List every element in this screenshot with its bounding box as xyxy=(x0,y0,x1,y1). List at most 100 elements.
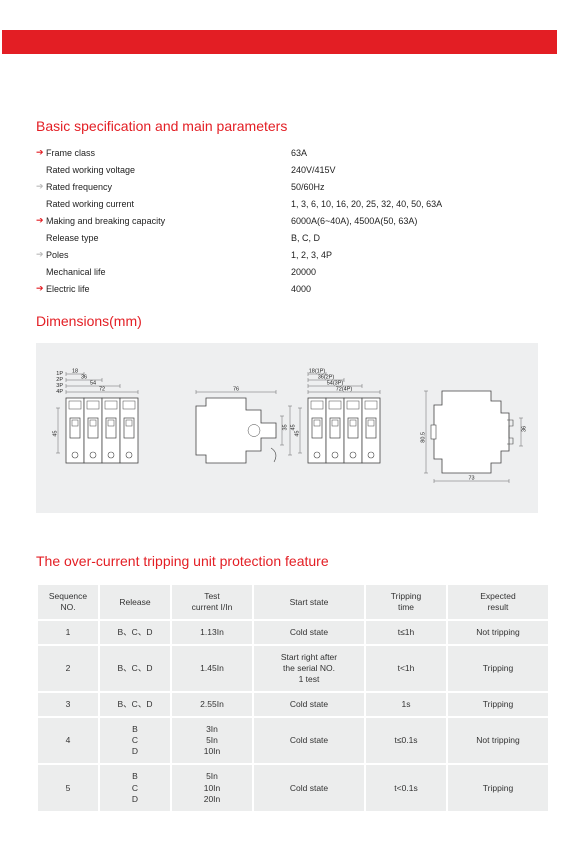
svg-text:4P: 4P xyxy=(56,389,63,395)
spec-value: B, C, D xyxy=(291,233,536,243)
spec-row: ➔Rated working current1, 3, 6, 10, 16, 2… xyxy=(36,195,536,212)
table-header-cell: Release xyxy=(100,585,170,619)
spec-row: ➔Frame class63A xyxy=(36,144,536,161)
table-cell: t<0.1s xyxy=(366,765,446,810)
table-cell: BCD xyxy=(100,718,170,763)
table-cell: B、C、D xyxy=(100,646,170,691)
spec-value: 240V/415V xyxy=(291,165,536,175)
table-cell: Cold state xyxy=(254,693,364,716)
svg-text:1P: 1P xyxy=(56,371,63,377)
spec-label: Rated frequency xyxy=(46,182,291,192)
table-cell: B、C、D xyxy=(100,621,170,644)
svg-text:72(4P): 72(4P) xyxy=(336,387,353,393)
table-header-cell: Testcurrent I/In xyxy=(172,585,252,619)
table-cell: t≤1h xyxy=(366,621,446,644)
spec-label: Release type xyxy=(46,233,291,243)
table-cell: 5 xyxy=(38,765,98,810)
table-cell: 1.13In xyxy=(172,621,252,644)
arrow-icon: ➔ xyxy=(36,215,46,226)
spec-label: Frame class xyxy=(46,148,291,158)
spec-value: 1, 3, 6, 10, 16, 20, 25, 32, 40, 50, 63A xyxy=(291,199,536,209)
table-header-cell: Start state xyxy=(254,585,364,619)
spec-row: ➔Poles1, 2, 3, 4P xyxy=(36,246,536,263)
arrow-icon: ➔ xyxy=(36,249,46,260)
table-cell: Start right afterthe serial NO.1 test xyxy=(254,646,364,691)
spec-row: ➔Electric life4000 xyxy=(36,280,536,297)
spec-section-title: Basic specification and main parameters xyxy=(36,118,536,134)
svg-text:45: 45 xyxy=(290,424,296,430)
table-header-cell: Trippingtime xyxy=(366,585,446,619)
table-row: 2B、C、D1.45InStart right afterthe serial … xyxy=(38,646,548,691)
spec-value: 20000 xyxy=(291,267,536,277)
spec-label: Rated working current xyxy=(46,199,291,209)
top-red-banner xyxy=(2,30,557,54)
table-cell: Tripping xyxy=(448,693,548,716)
table-cell: t<1h xyxy=(366,646,446,691)
table-cell: Cold state xyxy=(254,621,364,644)
table-cell: 1 xyxy=(38,621,98,644)
svg-text:80.5: 80.5 xyxy=(420,432,426,443)
table-cell: BCD xyxy=(100,765,170,810)
table-cell: 3 xyxy=(38,693,98,716)
spec-row: ➔Mechanical life20000 xyxy=(36,263,536,280)
spec-label: Rated working voltage xyxy=(46,165,291,175)
spec-value: 1, 2, 3, 4P xyxy=(291,250,536,260)
table-cell: Cold state xyxy=(254,765,364,810)
spec-label: Making and breaking capacity xyxy=(46,216,291,226)
table-cell: 5In10In20In xyxy=(172,765,252,810)
page-content: Basic specification and main parameters … xyxy=(36,118,536,813)
table-row: 3B、C、D2.55InCold state1sTripping xyxy=(38,693,548,716)
svg-text:54(3P): 54(3P) xyxy=(327,381,344,387)
table-cell: 3In5In10In xyxy=(172,718,252,763)
tripping-table: SequenceNO.ReleaseTestcurrent I/InStart … xyxy=(36,583,550,813)
spec-row: ➔Rated frequency50/60Hz xyxy=(36,178,536,195)
table-cell: 2.55In xyxy=(172,693,252,716)
table-cell: Tripping xyxy=(448,646,548,691)
table-cell: 1s xyxy=(366,693,446,716)
table-cell: 4 xyxy=(38,718,98,763)
svg-text:18(1P): 18(1P) xyxy=(309,369,326,375)
tripping-section-title: The over-current tripping unit protectio… xyxy=(36,553,536,569)
table-cell: 2 xyxy=(38,646,98,691)
table-row: 4BCD3In5In10InCold statet≤0.1sNot trippi… xyxy=(38,718,548,763)
spec-list: ➔Frame class63A➔Rated working voltage240… xyxy=(36,144,536,297)
table-cell: 1.45In xyxy=(172,646,252,691)
svg-text:18: 18 xyxy=(72,369,78,375)
svg-text:73: 73 xyxy=(468,476,474,482)
table-header-cell: SequenceNO. xyxy=(38,585,98,619)
table-cell: t≤0.1s xyxy=(366,718,446,763)
arrow-icon: ➔ xyxy=(36,147,46,158)
svg-text:3P: 3P xyxy=(56,383,63,389)
arrow-icon: ➔ xyxy=(36,198,46,209)
table-cell: Cold state xyxy=(254,718,364,763)
arrow-icon: ➔ xyxy=(36,181,46,192)
svg-text:45: 45 xyxy=(294,431,300,437)
table-cell: B、C、D xyxy=(100,693,170,716)
dimensions-figure: 725436184P3P2P1P4576453572(4P)54(3P)36(2… xyxy=(36,343,538,513)
svg-text:2P: 2P xyxy=(56,377,63,383)
spec-value: 6000A(6~40A), 4500A(50, 63A) xyxy=(291,216,536,226)
svg-text:45: 45 xyxy=(52,431,58,437)
arrow-icon: ➔ xyxy=(36,232,46,243)
spec-value: 4000 xyxy=(291,284,536,294)
spec-label: Electric life xyxy=(46,284,291,294)
spec-value: 50/60Hz xyxy=(291,182,536,192)
arrow-icon: ➔ xyxy=(36,266,46,277)
table-cell: Not tripping xyxy=(448,621,548,644)
arrow-icon: ➔ xyxy=(36,164,46,175)
table-row: 1B、C、D1.13InCold statet≤1hNot tripping xyxy=(38,621,548,644)
dimensions-svg: 725436184P3P2P1P4576453572(4P)54(3P)36(2… xyxy=(36,343,538,513)
spec-row: ➔Making and breaking capacity6000A(6~40A… xyxy=(36,212,536,229)
table-cell: Not tripping xyxy=(448,718,548,763)
table-row: 5BCD5In10In20InCold statet<0.1sTripping xyxy=(38,765,548,810)
svg-text:76: 76 xyxy=(233,387,239,393)
spec-label: Poles xyxy=(46,250,291,260)
spec-row: ➔Rated working voltage240V/415V xyxy=(36,161,536,178)
spec-row: ➔Release typeB, C, D xyxy=(36,229,536,246)
svg-text:35: 35 xyxy=(282,424,288,430)
spec-value: 63A xyxy=(291,148,536,158)
table-header-cell: Expectedresult xyxy=(448,585,548,619)
svg-text:72: 72 xyxy=(99,387,105,393)
table-cell: Tripping xyxy=(448,765,548,810)
spec-label: Mechanical life xyxy=(46,267,291,277)
